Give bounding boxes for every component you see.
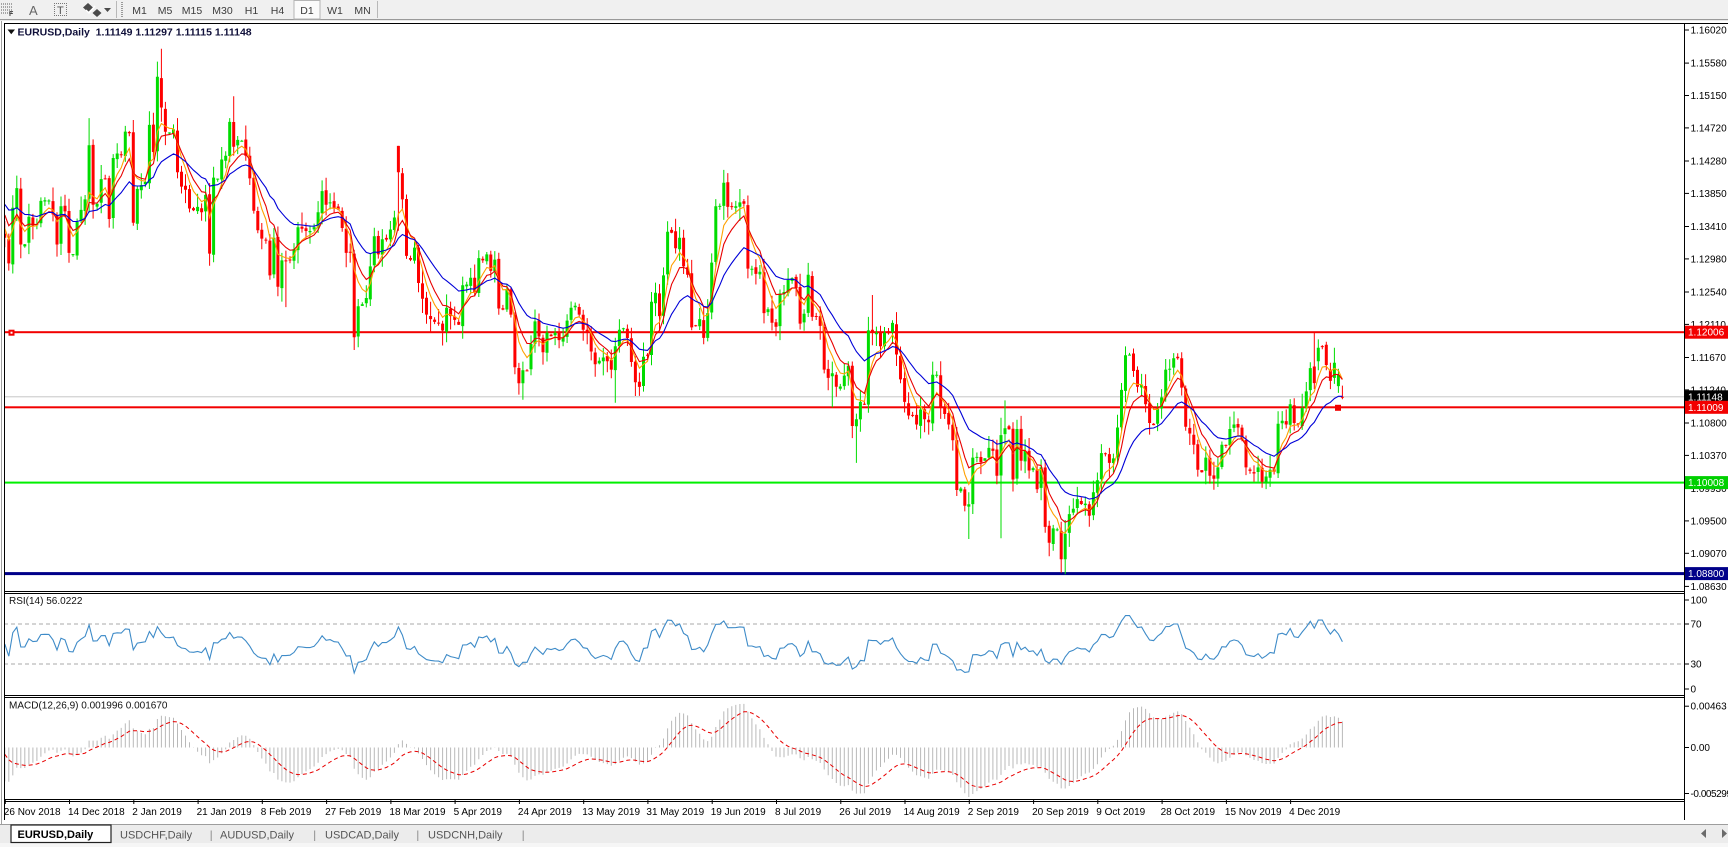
svg-text:|: | bbox=[522, 830, 525, 842]
svg-text:1.10800: 1.10800 bbox=[1691, 419, 1728, 430]
svg-text:D1: D1 bbox=[300, 5, 314, 17]
svg-text:-0.005299: -0.005299 bbox=[1691, 789, 1728, 800]
svg-text:H1: H1 bbox=[245, 5, 259, 17]
svg-text:70: 70 bbox=[1691, 620, 1703, 631]
svg-text:M5: M5 bbox=[158, 5, 173, 17]
svg-text:MN: MN bbox=[354, 5, 370, 17]
svg-text:|: | bbox=[416, 830, 419, 842]
svg-text:USDCAD,Daily: USDCAD,Daily bbox=[325, 830, 399, 842]
svg-text:M1: M1 bbox=[132, 5, 147, 17]
svg-text:8 Jul 2019: 8 Jul 2019 bbox=[775, 807, 822, 818]
svg-text:18 Mar 2019: 18 Mar 2019 bbox=[389, 807, 446, 818]
svg-text:1.14280: 1.14280 bbox=[1691, 157, 1728, 168]
svg-text:|: | bbox=[210, 830, 213, 842]
svg-text:15 Nov 2019: 15 Nov 2019 bbox=[1225, 807, 1282, 818]
svg-text:MACD(12,26,9) 0.001996 0.00167: MACD(12,26,9) 0.001996 0.001670 bbox=[9, 701, 168, 712]
svg-text:RSI(14) 56.0222: RSI(14) 56.0222 bbox=[9, 596, 83, 607]
svg-text:EURUSD,Daily 1.11149 1.11297: EURUSD,Daily 1.11149 1.11297 1.11115 1.1… bbox=[18, 27, 252, 39]
svg-text:T: T bbox=[57, 5, 64, 17]
svg-text:1.08630: 1.08630 bbox=[1691, 582, 1728, 593]
svg-text:9 Oct 2019: 9 Oct 2019 bbox=[1096, 807, 1145, 818]
svg-text:AUDUSD,Daily: AUDUSD,Daily bbox=[220, 830, 294, 842]
svg-text:EURUSD,Daily: EURUSD,Daily bbox=[18, 829, 95, 841]
svg-text:24 Apr 2019: 24 Apr 2019 bbox=[518, 807, 572, 818]
svg-text:1.14720: 1.14720 bbox=[1691, 123, 1728, 134]
svg-text:0.00: 0.00 bbox=[1691, 743, 1711, 754]
svg-text:30: 30 bbox=[1691, 660, 1703, 671]
svg-text:|: | bbox=[313, 830, 316, 842]
svg-text:26 Nov 2018: 26 Nov 2018 bbox=[4, 807, 61, 818]
svg-text:19 Jun 2019: 19 Jun 2019 bbox=[711, 807, 766, 818]
svg-text:1.10008: 1.10008 bbox=[1688, 478, 1725, 489]
svg-text:1.09070: 1.09070 bbox=[1691, 549, 1728, 560]
svg-text:M30: M30 bbox=[212, 5, 233, 17]
svg-text:21 Jan 2019: 21 Jan 2019 bbox=[197, 807, 252, 818]
svg-text:2 Jan 2019: 2 Jan 2019 bbox=[132, 807, 182, 818]
svg-text:26 Jul 2019: 26 Jul 2019 bbox=[839, 807, 891, 818]
svg-text:1.15580: 1.15580 bbox=[1691, 59, 1728, 70]
svg-text:14 Dec 2018: 14 Dec 2018 bbox=[68, 807, 125, 818]
svg-text:8 Feb 2019: 8 Feb 2019 bbox=[261, 807, 312, 818]
svg-text:27 Feb 2019: 27 Feb 2019 bbox=[325, 807, 382, 818]
svg-text:28 Oct 2019: 28 Oct 2019 bbox=[1161, 807, 1216, 818]
svg-text:20 Sep 2019: 20 Sep 2019 bbox=[1032, 807, 1089, 818]
svg-text:1.08800: 1.08800 bbox=[1688, 569, 1725, 580]
svg-text:13 May 2019: 13 May 2019 bbox=[582, 807, 640, 818]
svg-text:1.11148: 1.11148 bbox=[1688, 392, 1723, 403]
svg-text:0: 0 bbox=[1691, 685, 1697, 696]
svg-text:A: A bbox=[29, 3, 38, 18]
svg-text:1.11009: 1.11009 bbox=[1688, 403, 1724, 414]
svg-text:1.12110: 1.12110 bbox=[1691, 320, 1727, 331]
svg-text:100: 100 bbox=[1691, 596, 1708, 607]
svg-text:USDCNH,Daily: USDCNH,Daily bbox=[428, 830, 503, 842]
svg-text:USDCHF,Daily: USDCHF,Daily bbox=[120, 830, 193, 842]
svg-text:2 Sep 2019: 2 Sep 2019 bbox=[968, 807, 1020, 818]
svg-text:5 Apr 2019: 5 Apr 2019 bbox=[454, 807, 503, 818]
svg-text:0.00463: 0.00463 bbox=[1691, 702, 1728, 713]
svg-text:14 Aug 2019: 14 Aug 2019 bbox=[904, 807, 961, 818]
svg-text:1.11670: 1.11670 bbox=[1691, 353, 1727, 364]
svg-text:W1: W1 bbox=[327, 5, 343, 17]
svg-text:1.12540: 1.12540 bbox=[1691, 288, 1728, 299]
svg-text:1.09500: 1.09500 bbox=[1691, 516, 1728, 527]
svg-text:1.15150: 1.15150 bbox=[1691, 91, 1728, 102]
svg-text:H4: H4 bbox=[271, 5, 285, 17]
svg-text:1.12006: 1.12006 bbox=[1688, 328, 1725, 339]
svg-text:4 Dec 2019: 4 Dec 2019 bbox=[1289, 807, 1341, 818]
svg-text:F: F bbox=[9, 11, 14, 18]
svg-text:1.13850: 1.13850 bbox=[1691, 189, 1728, 200]
svg-text:M15: M15 bbox=[182, 5, 203, 17]
svg-text:1.10370: 1.10370 bbox=[1691, 451, 1728, 462]
svg-text:1.09930: 1.09930 bbox=[1691, 484, 1728, 495]
svg-text:1.16020: 1.16020 bbox=[1691, 26, 1728, 37]
svg-text:31 May 2019: 31 May 2019 bbox=[646, 807, 704, 818]
svg-text:1.13410: 1.13410 bbox=[1691, 222, 1728, 233]
svg-text:1.12980: 1.12980 bbox=[1691, 254, 1728, 265]
